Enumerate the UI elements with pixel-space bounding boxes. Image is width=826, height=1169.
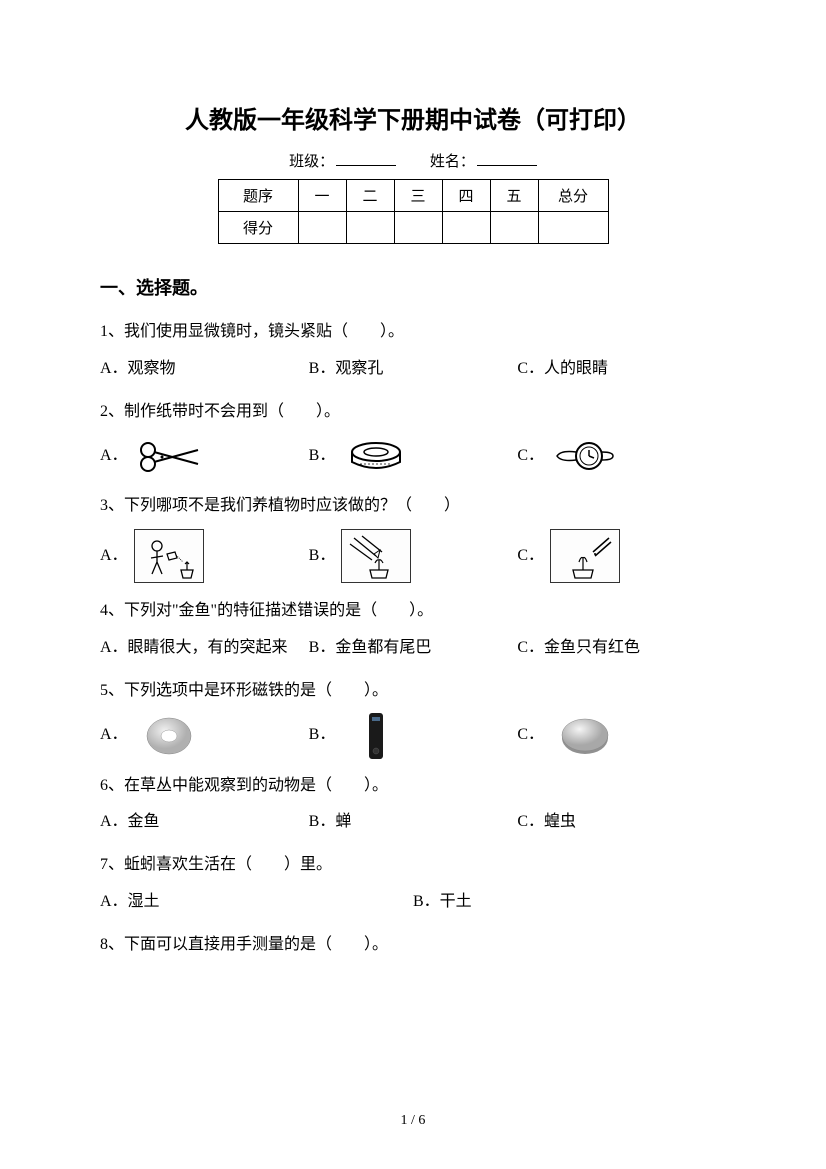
options-row: A． B． bbox=[100, 434, 726, 478]
options-row: A． B． bbox=[100, 529, 726, 583]
question-2: 2、制作纸带时不会用到（ ）。 A． B． bbox=[100, 398, 726, 479]
disc-magnet-icon bbox=[550, 714, 620, 758]
class-label: 班级： bbox=[289, 154, 334, 170]
question-7: 7、蚯蚓喜欢生活在（ ）里。 A．湿土 B．干土 bbox=[100, 851, 726, 917]
options-row: A．湿土 B．干土 bbox=[100, 888, 726, 917]
option-a[interactable]: A． bbox=[100, 434, 309, 478]
question-text: 7、蚯蚓喜欢生活在（ ）里。 bbox=[100, 851, 726, 880]
cell-label: 得分 bbox=[218, 212, 298, 244]
cell: 三 bbox=[394, 180, 442, 212]
cell-blank[interactable] bbox=[442, 212, 490, 244]
table-row: 题序 一 二 三 四 五 总分 bbox=[218, 180, 608, 212]
question-8: 8、下面可以直接用手测量的是（ ）。 bbox=[100, 931, 726, 960]
option-c[interactable]: C．蝗虫 bbox=[517, 808, 726, 837]
question-6: 6、在草丛中能观察到的动物是（ ）。 A．金鱼 B．蝉 C．蝗虫 bbox=[100, 772, 726, 838]
question-text: 5、下列选项中是环形磁铁的是（ ）。 bbox=[100, 677, 726, 706]
question-text: 8、下面可以直接用手测量的是（ ）。 bbox=[100, 931, 726, 960]
option-b[interactable]: B．观察孔 bbox=[309, 355, 518, 384]
page-number: 1 / 6 bbox=[0, 1113, 826, 1129]
bar-magnet-icon bbox=[341, 714, 411, 758]
question-text: 4、下列对"金鱼"的特征描述错误的是（ ）。 bbox=[100, 597, 726, 626]
option-a[interactable]: A．眼睛很大，有的突起来 bbox=[100, 634, 309, 663]
watch-icon bbox=[550, 434, 620, 478]
cell-blank[interactable] bbox=[298, 212, 346, 244]
page-title: 人教版一年级科学下册期中试卷（可打印） bbox=[100, 100, 726, 135]
option-c[interactable]: C． bbox=[517, 434, 726, 478]
option-label: C． bbox=[517, 721, 544, 750]
options-row: A．观察物 B．观察孔 C．人的眼睛 bbox=[100, 355, 726, 384]
option-c[interactable]: C． bbox=[517, 714, 726, 758]
option-b[interactable]: B． bbox=[309, 714, 518, 758]
cutting-plant-icon bbox=[550, 529, 620, 583]
option-a[interactable]: A．金鱼 bbox=[100, 808, 309, 837]
cell-blank[interactable] bbox=[490, 212, 538, 244]
table-row: 得分 bbox=[218, 212, 608, 244]
option-b[interactable]: B． bbox=[309, 529, 518, 583]
name-label: 姓名： bbox=[430, 154, 475, 170]
question-text: 1、我们使用显微镜时，镜头紧贴（ ）。 bbox=[100, 318, 726, 347]
question-text: 3、下列哪项不是我们养植物时应该做的？（ ） bbox=[100, 492, 726, 521]
cell: 五 bbox=[490, 180, 538, 212]
option-label: C． bbox=[517, 442, 544, 471]
option-label: A． bbox=[100, 542, 128, 571]
options-row: A．眼睛很大，有的突起来 B．金鱼都有尾巴 C．金鱼只有红色 bbox=[100, 634, 726, 663]
option-b[interactable]: B．金鱼都有尾巴 bbox=[309, 634, 518, 663]
option-a[interactable]: A．湿土 bbox=[100, 888, 413, 917]
watering-plant-icon bbox=[134, 529, 204, 583]
option-label: A． bbox=[100, 721, 128, 750]
option-label: A． bbox=[100, 442, 128, 471]
question-1: 1、我们使用显微镜时，镜头紧贴（ ）。 A．观察物 B．观察孔 C．人的眼睛 bbox=[100, 318, 726, 384]
option-a[interactable]: A． bbox=[100, 529, 309, 583]
section-heading: 一、选择题。 bbox=[100, 274, 726, 300]
question-text: 6、在草丛中能观察到的动物是（ ）。 bbox=[100, 772, 726, 801]
name-blank[interactable] bbox=[477, 165, 537, 166]
option-c[interactable]: C．人的眼睛 bbox=[517, 355, 726, 384]
options-row: A． B． bbox=[100, 714, 726, 758]
score-table: 题序 一 二 三 四 五 总分 得分 bbox=[218, 179, 609, 244]
cell-blank[interactable] bbox=[394, 212, 442, 244]
option-label: B． bbox=[309, 721, 336, 750]
question-4: 4、下列对"金鱼"的特征描述错误的是（ ）。 A．眼睛很大，有的突起来 B．金鱼… bbox=[100, 597, 726, 663]
question-text: 2、制作纸带时不会用到（ ）。 bbox=[100, 398, 726, 427]
option-b[interactable]: B． bbox=[309, 434, 518, 478]
sunlight-plant-icon bbox=[341, 529, 411, 583]
class-blank[interactable] bbox=[336, 165, 396, 166]
option-c[interactable]: C． bbox=[517, 529, 726, 583]
option-a[interactable]: A．观察物 bbox=[100, 355, 309, 384]
option-label: B． bbox=[309, 542, 336, 571]
option-label: B． bbox=[309, 442, 336, 471]
scissors-icon bbox=[134, 434, 204, 478]
ring-magnet-icon bbox=[134, 714, 204, 758]
cell: 总分 bbox=[538, 180, 608, 212]
cell: 二 bbox=[346, 180, 394, 212]
options-row: A．金鱼 B．蝉 C．蝗虫 bbox=[100, 808, 726, 837]
question-5: 5、下列选项中是环形磁铁的是（ ）。 A． B． bbox=[100, 677, 726, 758]
question-3: 3、下列哪项不是我们养植物时应该做的？（ ） A． B． bbox=[100, 492, 726, 583]
cell-label: 题序 bbox=[218, 180, 298, 212]
cell: 四 bbox=[442, 180, 490, 212]
option-b[interactable]: B．蝉 bbox=[309, 808, 518, 837]
option-label: C． bbox=[517, 542, 544, 571]
cell-blank[interactable] bbox=[538, 212, 608, 244]
cell: 一 bbox=[298, 180, 346, 212]
option-a[interactable]: A． bbox=[100, 714, 309, 758]
tape-icon bbox=[341, 434, 411, 478]
option-b[interactable]: B．干土 bbox=[413, 888, 726, 917]
student-info-line: 班级： 姓名： bbox=[100, 150, 726, 171]
cell-blank[interactable] bbox=[346, 212, 394, 244]
option-c[interactable]: C．金鱼只有红色 bbox=[517, 634, 726, 663]
